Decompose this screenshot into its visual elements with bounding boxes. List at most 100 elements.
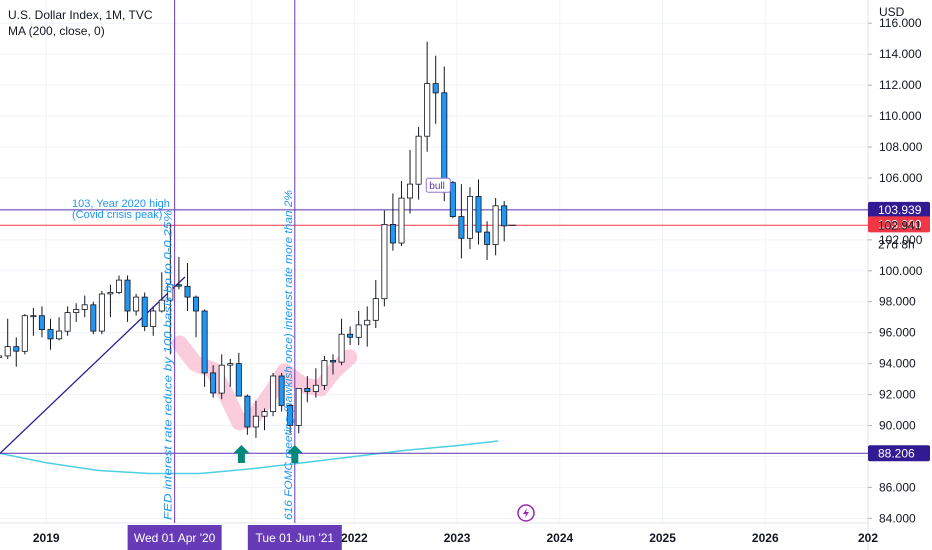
candle (432, 55, 439, 124)
candle (21, 314, 28, 355)
candle-body-up (261, 411, 268, 417)
candle-body-down (201, 310, 208, 374)
level-annotation-line-1: 103, Year 2020 high (72, 198, 170, 210)
candle (210, 365, 217, 398)
candle (406, 150, 413, 214)
candle-body-up (218, 364, 225, 394)
candle-body-down (458, 216, 465, 239)
candle (13, 337, 20, 367)
candle (73, 303, 80, 322)
price-axis[interactable]: USD84.00086.00088.00090.00092.00094.0009… (868, 5, 923, 525)
candle-body-up (30, 315, 37, 318)
time-tick-label: 2026 (752, 531, 779, 545)
candle (107, 284, 114, 318)
candle (287, 403, 294, 434)
candle-body-down (38, 315, 45, 331)
candle (338, 318, 345, 366)
candle-body-down (304, 387, 311, 392)
candle-body-down (278, 375, 285, 406)
price-label: 88.206 (878, 446, 915, 460)
up-arrow-icon (286, 444, 303, 463)
candle (398, 181, 405, 247)
candle-body-down (475, 196, 482, 233)
candle-body-up (73, 309, 80, 313)
candle-body-up (381, 223, 388, 300)
candle-body-up (227, 363, 234, 366)
candle-body-up (338, 333, 345, 363)
candle (192, 295, 199, 338)
candle-body-up (415, 135, 422, 185)
candle (347, 326, 354, 346)
lightning-bolt-glyph (523, 508, 529, 518)
candle (56, 317, 63, 341)
candle (0, 355, 3, 358)
candle-body-up (107, 291, 114, 295)
grid-lines (0, 0, 869, 550)
candle-body-up (295, 387, 302, 426)
candle (475, 179, 482, 245)
candle-body-down (501, 205, 508, 227)
candle-body-down (432, 83, 439, 94)
candle (90, 301, 97, 335)
symbol-title[interactable]: U.S. Dollar Index, 1M, TVC (8, 8, 153, 22)
price-tick-label: 84.000 (879, 511, 916, 525)
price-tick-label: 114.000 (879, 47, 922, 61)
candle-body-up (312, 384, 319, 392)
candle (235, 352, 242, 397)
bull-tag-box (425, 177, 451, 193)
candle-body-up (158, 299, 165, 312)
candle (424, 41, 431, 152)
candle (167, 224, 174, 355)
candle (141, 292, 148, 332)
candle-body-down (441, 92, 448, 183)
candle-body-up (0, 355, 3, 358)
candle-body-up (270, 375, 277, 412)
candle (372, 280, 379, 329)
candle-body-down (484, 231, 491, 245)
candle (47, 318, 54, 350)
candle (449, 181, 456, 219)
candle-body-up (424, 83, 431, 137)
candle-body-up (355, 324, 362, 338)
candle (116, 275, 123, 294)
fed-2021-annotation: 616 FOMC meeting (hawkish once) interest… (283, 190, 295, 520)
price-tick-label: 94.000 (879, 357, 916, 371)
time-tick-label: 2019 (33, 531, 60, 545)
candle (4, 318, 11, 359)
candle-body-down (13, 346, 20, 352)
candle (304, 376, 311, 403)
candle (355, 311, 362, 346)
candle-body-down (210, 372, 217, 394)
date-label-box (127, 525, 222, 550)
fed-2020-annotation: FED interest rate reduce by 100 basis bp… (163, 210, 175, 520)
time-axis[interactable]: 2019220222023202420252026202Wed 01 Apr '… (33, 525, 878, 550)
candle-body-up (4, 346, 11, 357)
time-tick-label: 2024 (546, 531, 573, 545)
candle-body-up (466, 196, 473, 239)
indicator-legend[interactable]: MA (200, close, 0) (8, 24, 105, 38)
candle (252, 400, 259, 438)
candle-body-down (124, 279, 131, 312)
candle (458, 184, 465, 259)
price-label: 103.000 (878, 217, 922, 231)
candle-body-down (244, 395, 251, 428)
candle (175, 256, 182, 290)
candle-body-down (449, 182, 456, 218)
candle-body-up (398, 197, 405, 244)
bull-tag: bull (429, 181, 445, 192)
candle (158, 272, 165, 313)
candle-body-down (347, 333, 354, 338)
candle (133, 293, 140, 316)
candle-body-down (141, 296, 148, 327)
time-tick-label: 2025 (649, 531, 676, 545)
price-label-box (868, 201, 930, 218)
candle (261, 408, 268, 431)
price-tick-label: 100.000 (879, 264, 923, 278)
time-tick-label: 2023 (444, 531, 471, 545)
candle (466, 187, 473, 250)
candle-body-down (329, 360, 336, 363)
candle (312, 368, 319, 398)
date-label: Tue 01 Jun '21 (256, 531, 335, 545)
date-label-box (247, 525, 342, 550)
